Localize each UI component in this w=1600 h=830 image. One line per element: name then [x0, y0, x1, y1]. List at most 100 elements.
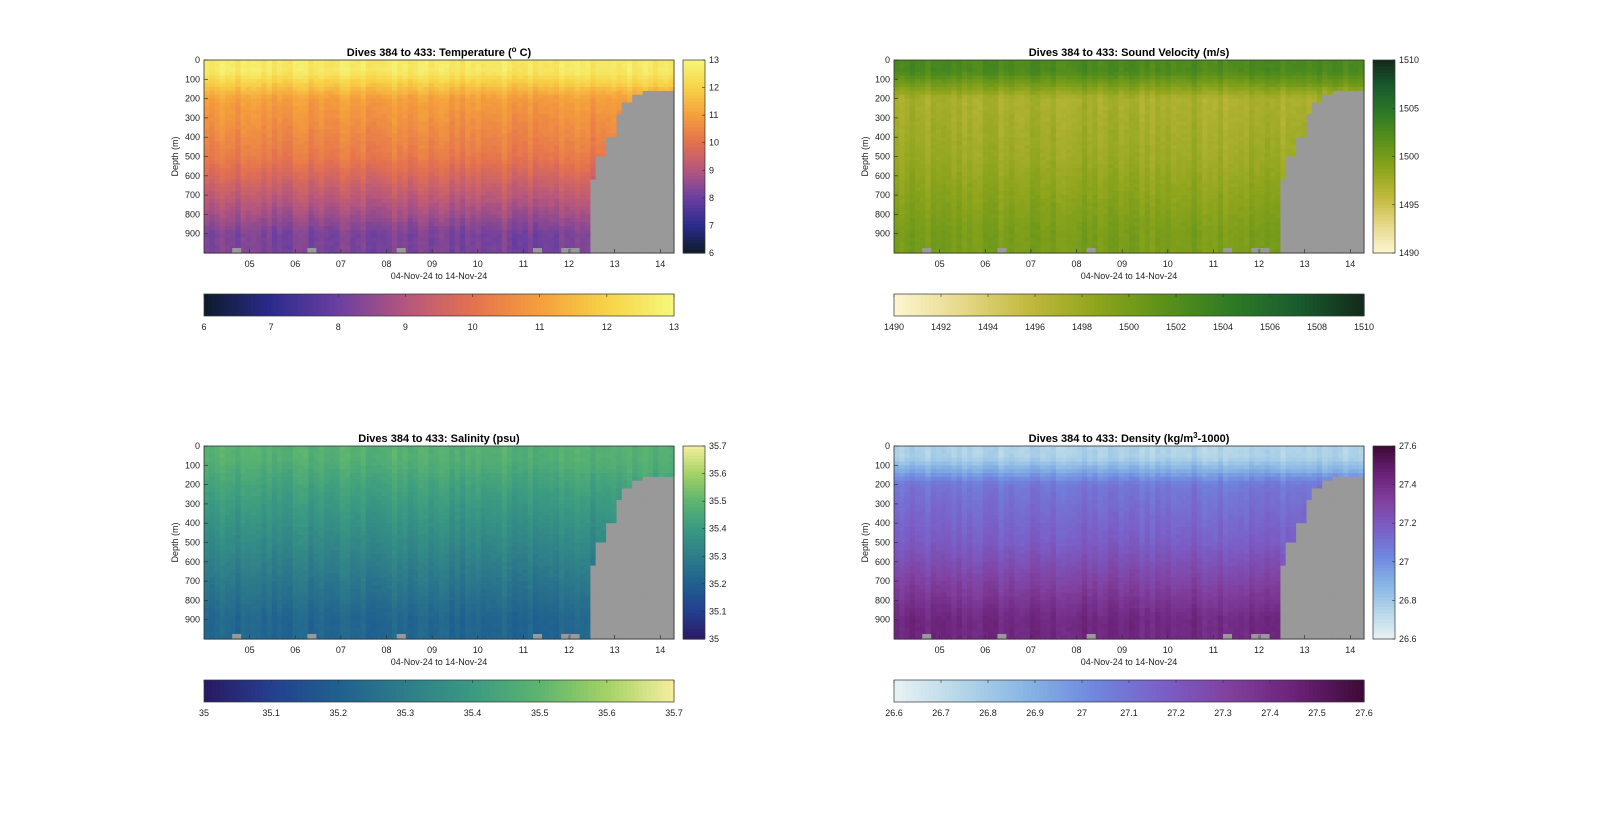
heatmap-cell: [506, 141, 513, 146]
heatmap-cell: [658, 187, 665, 192]
heatmap-cell: [444, 210, 451, 215]
heatmap-cell: [538, 152, 545, 158]
heatmap-cell: [480, 117, 487, 123]
colorbar-swatch: [670, 294, 675, 316]
heatmap-cell: [298, 141, 304, 146]
heatmap-cell: [329, 206, 336, 212]
heatmap-cell: [386, 206, 393, 212]
heatmap-cell: [632, 245, 639, 250]
heatmap-cell: [491, 210, 498, 215]
heatmap-cell: [235, 164, 242, 169]
heatmap-cell: [899, 60, 906, 65]
heatmap-cell: [444, 133, 451, 138]
heatmap-cell: [230, 210, 236, 215]
heatmap-cell: [412, 171, 419, 177]
colorbar-swatch: [646, 294, 652, 316]
heatmap-cell: [637, 102, 644, 107]
heatmap-cell: [470, 202, 477, 208]
heatmap-cell: [501, 90, 508, 96]
heatmap-cell: [538, 214, 545, 219]
heatmap-cell: [590, 160, 597, 165]
heatmap-cell: [894, 171, 900, 177]
colorbar-swatch: [333, 294, 338, 316]
panel-temperature: Dives 384 to 433: Temperature (o C)01002…: [170, 45, 719, 332]
heatmap-cell: [266, 117, 273, 123]
heatmap-cell: [350, 237, 357, 243]
colorbar-swatch: [683, 230, 705, 235]
heatmap-cell: [392, 141, 398, 146]
heatmap-cell: [271, 121, 278, 127]
heatmap-cell: [329, 171, 336, 177]
heatmap-cell: [595, 98, 602, 104]
heatmap-cell: [439, 114, 445, 119]
heatmap-cell: [506, 175, 513, 181]
heatmap-cell: [559, 117, 565, 123]
heatmap-cell: [334, 141, 341, 146]
heatmap-cell: [423, 160, 430, 165]
heatmap-cell: [637, 79, 644, 84]
heatmap-cell: [313, 137, 320, 142]
heatmap-cell: [245, 79, 252, 84]
heatmap-cell: [397, 175, 404, 181]
heatmap-cell: [611, 94, 618, 100]
heatmap-cell: [303, 233, 310, 239]
heatmap-cell: [266, 75, 273, 80]
heatmap-cell: [345, 114, 351, 119]
heatmap-cell: [496, 125, 503, 131]
heatmap-cell: [642, 202, 649, 208]
heatmap-cell: [235, 87, 242, 92]
heatmap-cell: [219, 183, 226, 188]
heatmap-cell: [339, 179, 346, 185]
heatmap-cell: [475, 245, 482, 250]
heatmap-cell: [308, 98, 315, 104]
heatmap-cell: [418, 218, 424, 223]
heatmap-cell: [444, 183, 451, 188]
heatmap-cell: [339, 141, 346, 146]
x-tick-label: 08: [382, 259, 392, 269]
heatmap-cell: [548, 79, 555, 84]
heatmap-cell: [491, 222, 498, 227]
heatmap-cell: [580, 144, 586, 150]
heatmap-cell: [653, 152, 659, 158]
heatmap-cell: [548, 225, 555, 231]
heatmap-cell: [428, 141, 435, 146]
heatmap-cell: [292, 121, 299, 127]
heatmap-cell: [271, 202, 278, 208]
heatmap-cell: [647, 206, 654, 212]
heatmap-cell: [298, 202, 304, 208]
heatmap-cell: [517, 90, 524, 96]
heatmap-cell: [512, 114, 518, 119]
heatmap-cell: [904, 202, 911, 208]
heatmap-cell: [668, 152, 675, 158]
heatmap-cell: [564, 222, 571, 227]
heatmap-cell: [559, 210, 565, 215]
heatmap-cell: [402, 98, 409, 104]
heatmap-cell: [334, 214, 341, 219]
heatmap-cell: [355, 164, 362, 169]
colorbar-swatch: [683, 224, 705, 228]
heatmap-cell: [224, 75, 231, 80]
heatmap-cell: [292, 79, 299, 84]
heatmap-cell: [355, 222, 362, 227]
heatmap-cell: [324, 183, 330, 188]
heatmap-cell: [904, 102, 911, 107]
heatmap-cell: [454, 137, 461, 142]
heatmap-cell: [334, 110, 341, 115]
heatmap-cell: [642, 71, 649, 77]
heatmap-cell: [595, 249, 602, 254]
heatmap-cell: [585, 233, 592, 239]
heatmap-cell: [407, 60, 414, 65]
heatmap-cell: [616, 218, 623, 223]
heatmap-cell: [392, 148, 398, 154]
heatmap-cell: [475, 168, 482, 173]
heatmap-cell: [251, 160, 257, 165]
heatmap-cell: [339, 218, 346, 223]
heatmap-cell: [904, 191, 911, 196]
heatmap-cell: [376, 214, 383, 219]
heatmap-cell: [219, 117, 226, 123]
heatmap-cell: [501, 129, 508, 134]
colorbar-swatch: [415, 294, 421, 316]
heatmap-cell: [397, 67, 404, 73]
heatmap-cell: [230, 191, 236, 196]
heatmap-cell: [412, 164, 419, 169]
